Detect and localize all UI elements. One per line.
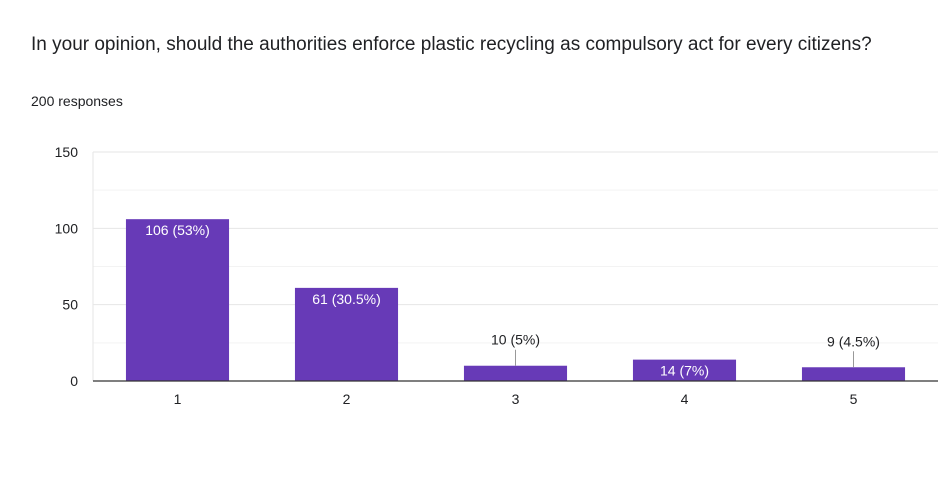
y-tick-label: 100 — [55, 220, 79, 236]
x-tick-label: 3 — [512, 391, 520, 407]
bar — [294, 287, 399, 381]
bar — [463, 365, 568, 381]
bar — [632, 359, 737, 381]
x-tick-label: 2 — [343, 391, 351, 407]
data-label: 9 (4.5%) — [827, 333, 880, 349]
chart-title: In your opinion, should the authorities … — [31, 34, 872, 55]
x-tick-label: 1 — [174, 391, 182, 407]
bar — [125, 219, 230, 381]
y-tick-label: 150 — [55, 144, 79, 160]
data-label: 10 (5%) — [491, 332, 540, 348]
x-tick-label: 5 — [850, 391, 858, 407]
y-tick-label: 0 — [70, 373, 78, 389]
data-label: 61 (30.5%) — [312, 291, 380, 307]
response-count: 200 responses — [31, 93, 123, 109]
data-label: 14 (7%) — [660, 363, 709, 379]
data-label: 106 (53%) — [145, 222, 210, 238]
y-tick-label: 50 — [62, 297, 78, 313]
bar — [801, 367, 906, 381]
x-tick-label: 4 — [681, 391, 689, 407]
